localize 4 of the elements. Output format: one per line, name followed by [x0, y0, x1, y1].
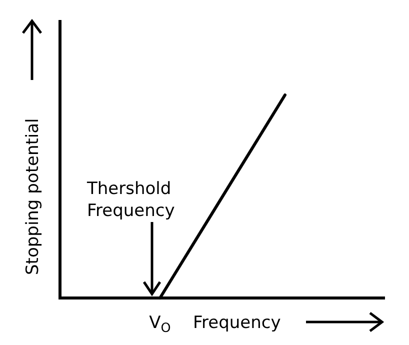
text: V$_{O}$ — [149, 313, 171, 336]
x-axis-title: Frequency — [193, 313, 281, 333]
y-axis-title: Stopping potential — [23, 118, 43, 275]
annotation: Thershold Frequency — [86, 179, 175, 221]
